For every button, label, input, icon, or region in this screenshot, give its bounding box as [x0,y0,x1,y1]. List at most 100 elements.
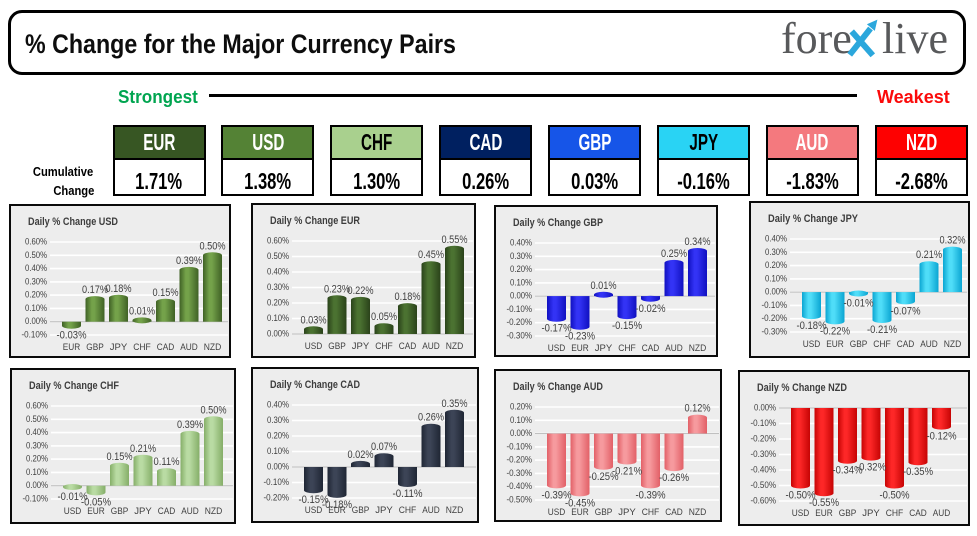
svg-text:0.50%: 0.50% [25,250,47,261]
svg-text:-0.10%: -0.10% [22,330,48,341]
svg-text:CHF: CHF [618,342,636,353]
svg-text:-0.30%: -0.30% [507,468,533,479]
svg-text:0.00%: 0.00% [754,403,776,414]
svg-text:GBP: GBP [328,340,346,351]
svg-text:0.10%: 0.10% [267,313,289,324]
svg-text:-0.34%: -0.34% [833,465,863,477]
svg-text:0.39%: 0.39% [177,419,203,431]
svg-text:0.32%: 0.32% [940,235,966,247]
svg-text:0.10%: 0.10% [510,415,532,426]
svg-text:-0.07%: -0.07% [891,305,921,317]
svg-text:-0.30%: -0.30% [751,449,777,460]
svg-text:EUR: EUR [87,505,105,516]
svg-text:AUD: AUD [181,505,199,516]
svg-text:-0.17%: -0.17% [542,323,572,335]
svg-text:-0.50%: -0.50% [507,495,533,506]
svg-text:0.40%: 0.40% [765,234,787,245]
svg-text:NZD: NZD [204,341,222,352]
svg-text:CHF: CHF [375,340,393,351]
svg-text:0.20%: 0.20% [267,431,289,442]
svg-text:0.55%: 0.55% [442,234,468,246]
svg-text:CAD: CAD [897,338,915,349]
svg-text:0.60%: 0.60% [267,236,289,247]
svg-text:-0.22%: -0.22% [820,325,850,337]
svg-text:EUR: EUR [571,342,589,353]
svg-text:GBP: GBP [850,338,868,349]
svg-text:AUD: AUD [920,338,938,349]
svg-text:-0.23%: -0.23% [565,331,595,343]
svg-text:0.02%: 0.02% [348,449,374,461]
svg-text:Daily % Change EUR: Daily % Change EUR [270,215,360,227]
svg-text:0.35%: 0.35% [442,398,468,410]
svg-text:Daily % Change CAD: Daily % Change CAD [270,379,360,391]
svg-text:0.11%: 0.11% [154,456,180,468]
svg-text:EUR: EUR [571,506,589,517]
svg-text:JPY: JPY [375,504,393,515]
svg-text:0.20%: 0.20% [26,454,48,465]
svg-text:0.34%: 0.34% [685,236,711,248]
svg-text:0.20%: 0.20% [267,298,289,309]
svg-text:NZD: NZD [446,504,464,515]
svg-text:CAD: CAD [157,341,175,352]
svg-text:0.21%: 0.21% [130,443,156,455]
svg-text:Daily % Change NZD: Daily % Change NZD [757,382,847,394]
svg-text:-0.50%: -0.50% [880,490,910,502]
svg-text:USD: USD [548,506,566,517]
svg-text:0.25%: 0.25% [661,248,687,260]
svg-text:-0.30%: -0.30% [507,331,533,342]
svg-text:0.45%: 0.45% [418,249,444,261]
svg-text:CAD: CAD [665,506,683,517]
svg-text:0.15%: 0.15% [107,451,133,463]
svg-text:0.40%: 0.40% [267,400,289,411]
svg-text:CHF: CHF [886,507,904,518]
svg-text:CAD: CAD [158,505,176,516]
svg-text:-0.10%: -0.10% [751,418,777,429]
svg-text:0.50%: 0.50% [267,251,289,262]
svg-text:-0.21%: -0.21% [612,466,642,478]
svg-text:JPY: JPY [134,505,152,516]
svg-text:0.30%: 0.30% [25,276,47,287]
svg-text:-0.60%: -0.60% [751,496,777,507]
svg-text:0.00%: 0.00% [510,291,532,302]
svg-text:0.30%: 0.30% [267,415,289,426]
svg-text:EUR: EUR [63,341,81,352]
svg-text:Daily % Change JPY: Daily % Change JPY [768,213,858,225]
svg-text:AUD: AUD [933,507,951,518]
svg-text:0.23%: 0.23% [324,283,350,295]
svg-text:0.60%: 0.60% [26,401,48,412]
svg-text:0.00%: 0.00% [267,329,289,340]
svg-text:-0.26%: -0.26% [659,472,689,484]
svg-text:0.20%: 0.20% [510,264,532,275]
svg-text:Daily % Change GBP: Daily % Change GBP [513,217,603,229]
svg-text:AUD: AUD [422,504,440,515]
svg-text:GBP: GBP [839,507,857,518]
svg-text:USD: USD [548,342,566,353]
svg-text:0.15%: 0.15% [153,287,179,299]
svg-text:JPY: JPY [110,341,128,352]
svg-text:0.30%: 0.30% [510,251,532,262]
svg-text:0.20%: 0.20% [25,290,47,301]
svg-text:-0.03%: -0.03% [57,330,87,342]
svg-text:0.26%: 0.26% [418,412,444,424]
svg-text:0.60%: 0.60% [25,237,47,248]
svg-text:0.00%: 0.00% [25,316,47,327]
svg-text:-0.01%: -0.01% [844,298,874,310]
svg-text:-0.05%: -0.05% [81,496,111,508]
svg-text:0.50%: 0.50% [26,414,48,425]
svg-text:0.01%: 0.01% [591,280,617,292]
svg-text:-0.25%: -0.25% [589,471,619,483]
svg-text:0.50%: 0.50% [201,404,227,416]
svg-text:EUR: EUR [826,338,844,349]
svg-text:-0.55%: -0.55% [809,497,839,509]
svg-text:CHF: CHF [642,506,660,517]
svg-text:0.20%: 0.20% [765,260,787,271]
svg-text:0.00%: 0.00% [267,462,289,473]
svg-text:0.21%: 0.21% [916,249,942,261]
svg-text:JPY: JPY [352,340,370,351]
svg-text:-0.02%: -0.02% [636,303,666,315]
svg-text:fore: fore [781,17,852,63]
svg-text:NZD: NZD [205,505,223,516]
svg-text:NZD: NZD [944,338,962,349]
svg-text:-0.32%: -0.32% [856,462,886,474]
svg-text:-0.21%: -0.21% [867,324,897,336]
